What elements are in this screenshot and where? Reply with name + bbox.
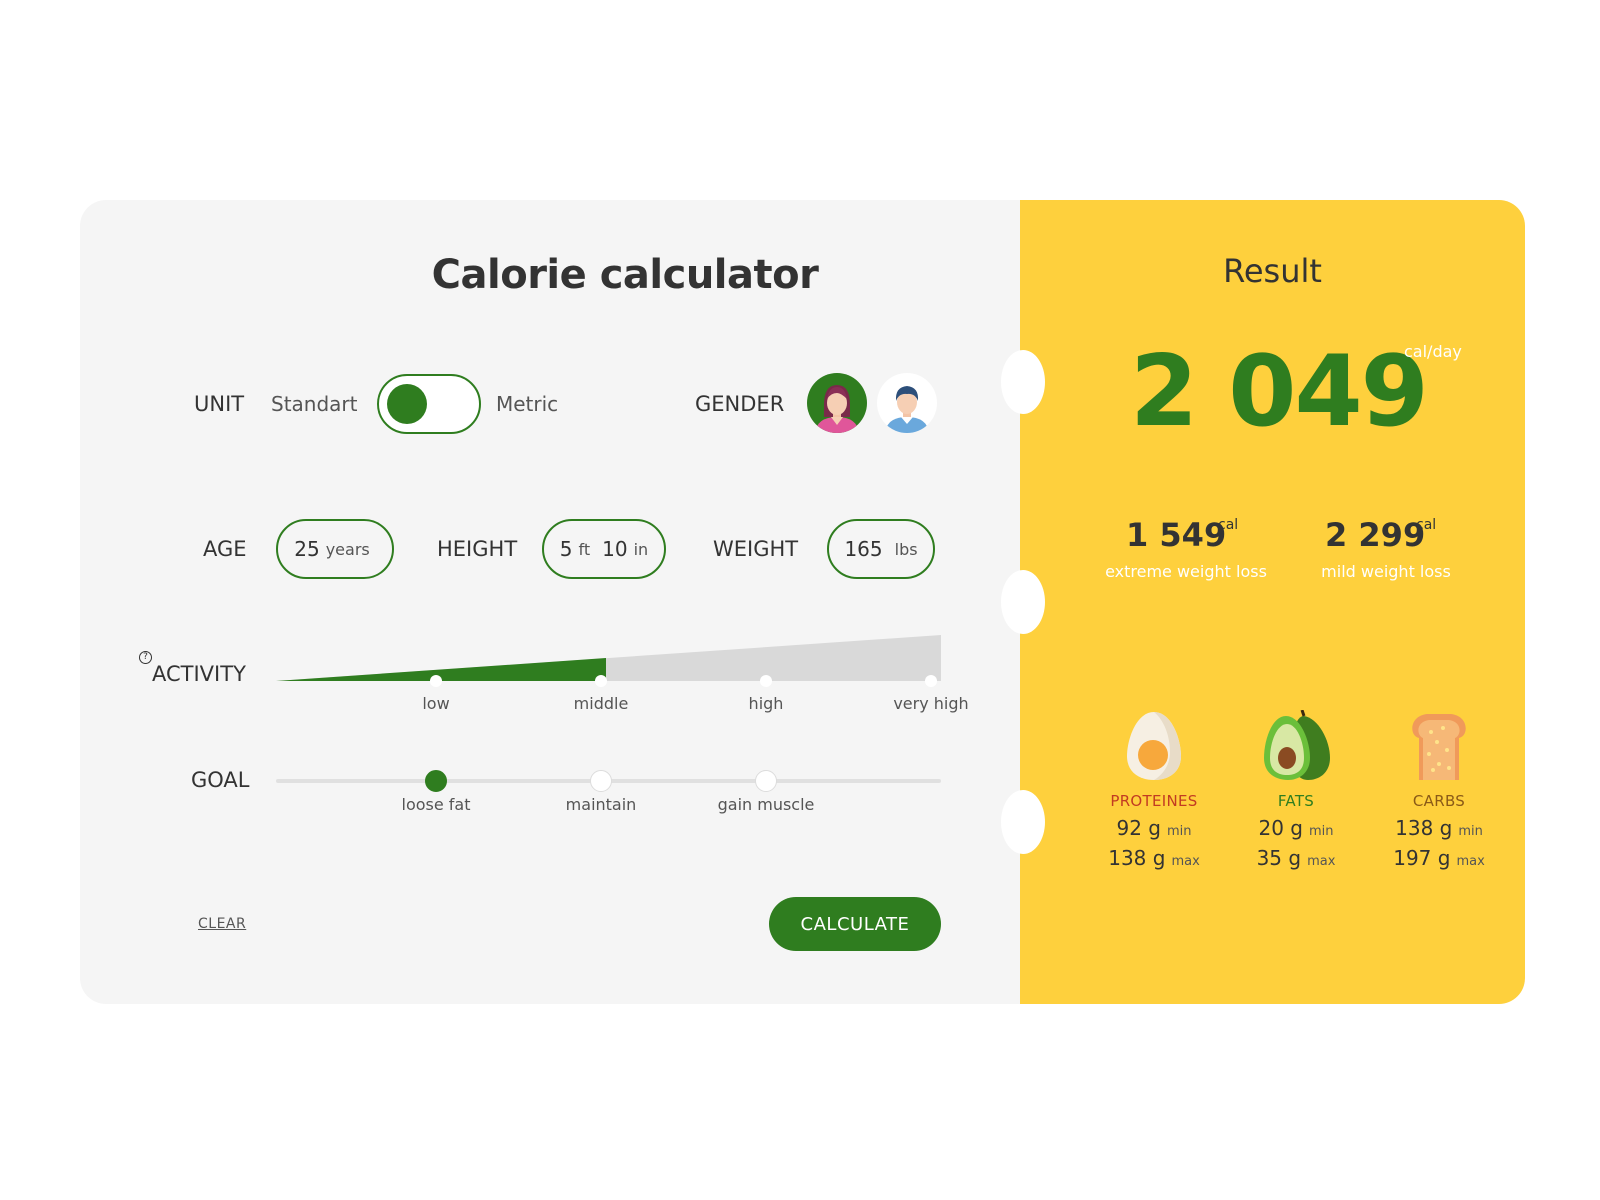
panel-notch xyxy=(1001,790,1045,854)
weight-value: 165 xyxy=(844,537,883,561)
activity-dot-very-high[interactable] xyxy=(925,675,937,687)
height-feet-value: 5 xyxy=(559,537,573,561)
mild-loss-value: 2 299 xyxy=(1325,516,1426,554)
calculator-panel: Calorie calculator UNIT Standart Metric … xyxy=(80,200,1020,1004)
height-label: HEIGHT xyxy=(437,537,518,561)
macro-proteines-max-label: max xyxy=(1171,854,1200,869)
weight-label: WEIGHT xyxy=(713,537,799,561)
activity-level-low[interactable]: low xyxy=(422,694,450,713)
macro-fats: FATS 20 g min 35 g max xyxy=(1231,709,1361,870)
age-value: 25 xyxy=(294,537,320,561)
macro-proteines-max-value: 138 g xyxy=(1108,846,1166,870)
activity-dot-low[interactable] xyxy=(430,675,442,687)
macro-fats-max-label: max xyxy=(1307,854,1336,869)
calculate-button[interactable]: CALCULATE xyxy=(769,897,941,951)
gender-label: GENDER xyxy=(695,392,785,416)
macro-proteines-name: PROTEINES xyxy=(1110,792,1198,810)
height-feet-unit: ft xyxy=(578,539,591,559)
weight-unit: lbs xyxy=(894,539,918,559)
age-label: AGE xyxy=(203,537,247,561)
mild-loss-label: mild weight loss xyxy=(1321,562,1451,581)
avocado-icon xyxy=(1264,709,1330,780)
weight-input[interactable]: 165 lbs xyxy=(827,519,935,579)
activity-fill xyxy=(276,658,606,681)
activity-dot-high[interactable] xyxy=(760,675,772,687)
macro-fats-min-value: 20 g xyxy=(1258,816,1303,840)
activity-label: ACTIVITY xyxy=(152,662,246,686)
height-input[interactable]: 5 ft 10 in xyxy=(542,519,666,579)
activity-dot-middle[interactable] xyxy=(595,675,607,687)
macro-fats-min-label: min xyxy=(1309,824,1334,839)
activity-level-very-high[interactable]: very high xyxy=(893,694,969,713)
macro-carbs-min-label: min xyxy=(1458,824,1483,839)
macro-proteines-max: 138 g max xyxy=(1089,846,1219,870)
result-title: Result xyxy=(1223,252,1322,290)
unit-metric-option[interactable]: Metric xyxy=(496,392,559,416)
unit-label: UNIT xyxy=(194,392,245,416)
goal-option-loose-fat[interactable]: loose fat xyxy=(401,795,471,814)
macro-carbs-max: 197 g max xyxy=(1374,846,1504,870)
macro-fats-max: 35 g max xyxy=(1231,846,1361,870)
panel-notch xyxy=(1001,350,1045,414)
unit-toggle[interactable] xyxy=(377,374,481,434)
height-inches-unit: in xyxy=(633,539,649,559)
macro-fats-min: 20 g min xyxy=(1231,816,1361,840)
extreme-loss-value: 1 549 xyxy=(1126,516,1227,554)
macro-fats-max-value: 35 g xyxy=(1256,846,1302,870)
activity-level-high[interactable]: high xyxy=(748,694,784,713)
extreme-loss-unit: cal xyxy=(1218,517,1239,533)
goal-label: GOAL xyxy=(191,768,250,792)
male-avatar-button[interactable] xyxy=(877,373,937,433)
bread-icon xyxy=(1412,714,1466,780)
macro-proteines-min: 92 g min xyxy=(1089,816,1219,840)
calories-value: 2 049 xyxy=(1130,335,1429,449)
macro-fats-name: FATS xyxy=(1277,792,1315,810)
calculator-card: Calorie calculator UNIT Standart Metric … xyxy=(80,200,1525,1004)
goal-dot-gain-muscle[interactable] xyxy=(755,770,777,792)
goal-dot-maintain[interactable] xyxy=(590,770,612,792)
activity-slider[interactable] xyxy=(276,635,956,683)
macro-carbs-min-value: 138 g xyxy=(1395,816,1453,840)
age-unit: years xyxy=(325,539,370,559)
macro-carbs-max-label: max xyxy=(1456,854,1485,869)
male-avatar-icon xyxy=(885,386,929,433)
extreme-loss-label: extreme weight loss xyxy=(1105,562,1267,581)
clear-button[interactable]: CLEAR xyxy=(198,916,247,932)
activity-help-icon[interactable]: ? xyxy=(139,651,152,664)
macro-carbs-name: CARBS xyxy=(1412,792,1466,810)
goal-dot-loose-fat[interactable] xyxy=(425,770,447,792)
calories-unit: cal/day xyxy=(1404,342,1462,361)
macro-carbs-max-value: 197 g xyxy=(1393,846,1451,870)
toggle-knob xyxy=(387,384,427,424)
goal-option-maintain[interactable]: maintain xyxy=(565,795,637,814)
macro-proteines-min-label: min xyxy=(1167,824,1192,839)
unit-standart-option[interactable]: Standart xyxy=(271,392,358,416)
female-avatar-icon xyxy=(815,385,859,433)
macro-carbs-min: 138 g min xyxy=(1374,816,1504,840)
age-input[interactable]: 25 years xyxy=(276,519,394,579)
panel-notch xyxy=(1001,570,1045,634)
goal-option-gain-muscle[interactable]: gain muscle xyxy=(717,795,815,814)
macro-carbs: CARBS 138 g min 197 g max xyxy=(1374,710,1504,870)
macro-proteines-min-value: 92 g xyxy=(1116,816,1161,840)
result-panel: Result 2 049 cal/day 1 549 cal extreme w… xyxy=(1020,200,1525,1004)
egg-icon xyxy=(1127,712,1181,780)
activity-level-middle[interactable]: middle xyxy=(573,694,629,713)
female-avatar-button[interactable] xyxy=(807,373,867,433)
mild-loss-unit: cal xyxy=(1416,517,1437,533)
height-inches-value: 10 xyxy=(602,537,628,561)
page-title: Calorie calculator xyxy=(431,252,819,298)
macro-proteines: PROTEINES 92 g min 138 g max xyxy=(1089,710,1219,870)
